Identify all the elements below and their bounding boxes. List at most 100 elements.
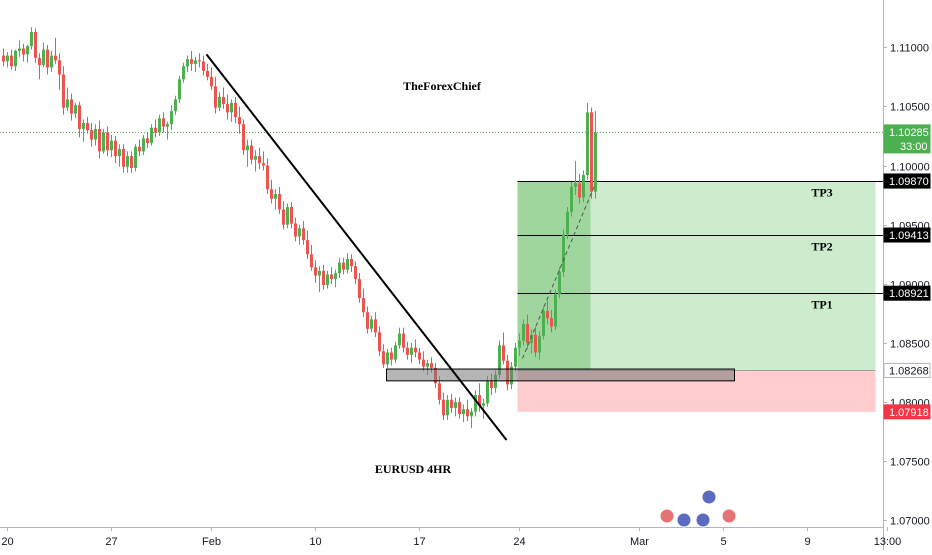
candle[interactable] (22, 48, 25, 55)
candle[interactable] (414, 347, 417, 353)
us-flag-icon[interactable] (721, 508, 737, 524)
candle[interactable] (594, 132, 597, 192)
candle[interactable] (122, 149, 125, 167)
candle[interactable] (450, 399, 453, 409)
support-zone[interactable] (386, 368, 735, 382)
candle[interactable] (42, 49, 45, 66)
candle[interactable] (378, 332, 381, 352)
candle[interactable] (334, 273, 337, 280)
candle[interactable] (142, 138, 145, 152)
candle[interactable] (186, 59, 189, 67)
candle[interactable] (534, 334, 537, 353)
candle[interactable] (70, 99, 73, 114)
candle[interactable] (302, 228, 305, 241)
candle[interactable] (218, 96, 221, 108)
candle[interactable] (306, 240, 309, 255)
candle[interactable] (350, 259, 353, 267)
candle[interactable] (150, 127, 153, 144)
candle[interactable] (198, 60, 201, 62)
candle[interactable] (570, 186, 573, 212)
candle[interactable] (6, 55, 9, 62)
candle[interactable] (226, 104, 229, 113)
candle[interactable] (246, 145, 249, 151)
candle[interactable] (258, 156, 261, 164)
candle[interactable] (162, 118, 165, 127)
candle[interactable] (426, 363, 429, 367)
candle[interactable] (386, 352, 389, 365)
candle[interactable] (430, 363, 433, 368)
candle[interactable] (346, 259, 349, 270)
eu-flag-icon[interactable] (695, 512, 711, 528)
candle[interactable] (554, 294, 557, 327)
candle[interactable] (282, 209, 285, 225)
candle[interactable] (398, 333, 401, 346)
candle[interactable] (178, 79, 181, 100)
candle[interactable] (2, 55, 5, 62)
candle[interactable] (330, 274, 333, 280)
candle[interactable] (190, 59, 193, 64)
candle[interactable] (206, 70, 209, 77)
candle[interactable] (458, 402, 461, 414)
candle[interactable] (422, 359, 425, 367)
candle[interactable] (298, 228, 301, 237)
candle[interactable] (410, 347, 413, 355)
candle[interactable] (494, 374, 497, 388)
candle[interactable] (514, 347, 517, 367)
projection-path[interactable] (522, 185, 595, 359)
candle[interactable] (254, 156, 257, 160)
candle[interactable] (438, 383, 441, 400)
candle[interactable] (498, 345, 501, 375)
candle[interactable] (118, 149, 121, 157)
candle[interactable] (114, 140, 117, 157)
candle[interactable] (454, 402, 457, 409)
candle[interactable] (138, 146, 141, 152)
candle[interactable] (582, 175, 585, 198)
candle[interactable] (382, 351, 385, 365)
candle[interactable] (202, 61, 205, 71)
candle[interactable] (442, 399, 445, 416)
candle[interactable] (74, 105, 77, 114)
candle[interactable] (134, 146, 137, 168)
eu-flag-icon[interactable] (701, 489, 717, 505)
candle[interactable] (542, 311, 545, 336)
candle[interactable] (550, 318, 553, 327)
candle[interactable] (154, 127, 157, 133)
candle[interactable] (210, 76, 213, 87)
candle[interactable] (406, 347, 409, 355)
candle[interactable] (294, 223, 297, 237)
candle[interactable] (54, 55, 57, 61)
candle[interactable] (526, 324, 529, 344)
candle[interactable] (66, 99, 69, 108)
candle[interactable] (194, 60, 197, 64)
candle[interactable] (522, 324, 525, 341)
candle[interactable] (166, 124, 169, 127)
candle[interactable] (10, 55, 13, 67)
candle[interactable] (262, 163, 265, 166)
candle[interactable] (362, 298, 365, 313)
candle[interactable] (562, 234, 565, 273)
candle[interactable] (158, 118, 161, 133)
candle[interactable] (374, 319, 377, 333)
candle[interactable] (230, 102, 233, 113)
candle[interactable] (478, 395, 481, 406)
candle[interactable] (394, 345, 397, 360)
candle[interactable] (366, 312, 369, 329)
candle[interactable] (286, 206, 289, 225)
candle[interactable] (482, 403, 485, 406)
candle[interactable] (502, 345, 505, 361)
candle[interactable] (242, 124, 245, 151)
candle[interactable] (38, 57, 41, 66)
candle[interactable] (314, 267, 317, 276)
candle[interactable] (538, 335, 541, 353)
candle[interactable] (486, 380, 489, 404)
candle[interactable] (170, 111, 173, 125)
candle[interactable] (590, 112, 593, 192)
candle[interactable] (82, 123, 85, 129)
candle[interactable] (146, 138, 149, 144)
candle[interactable] (98, 128, 101, 152)
candle[interactable] (530, 334, 533, 344)
candle[interactable] (318, 270, 321, 276)
candle[interactable] (290, 206, 293, 224)
candle[interactable] (586, 112, 589, 176)
